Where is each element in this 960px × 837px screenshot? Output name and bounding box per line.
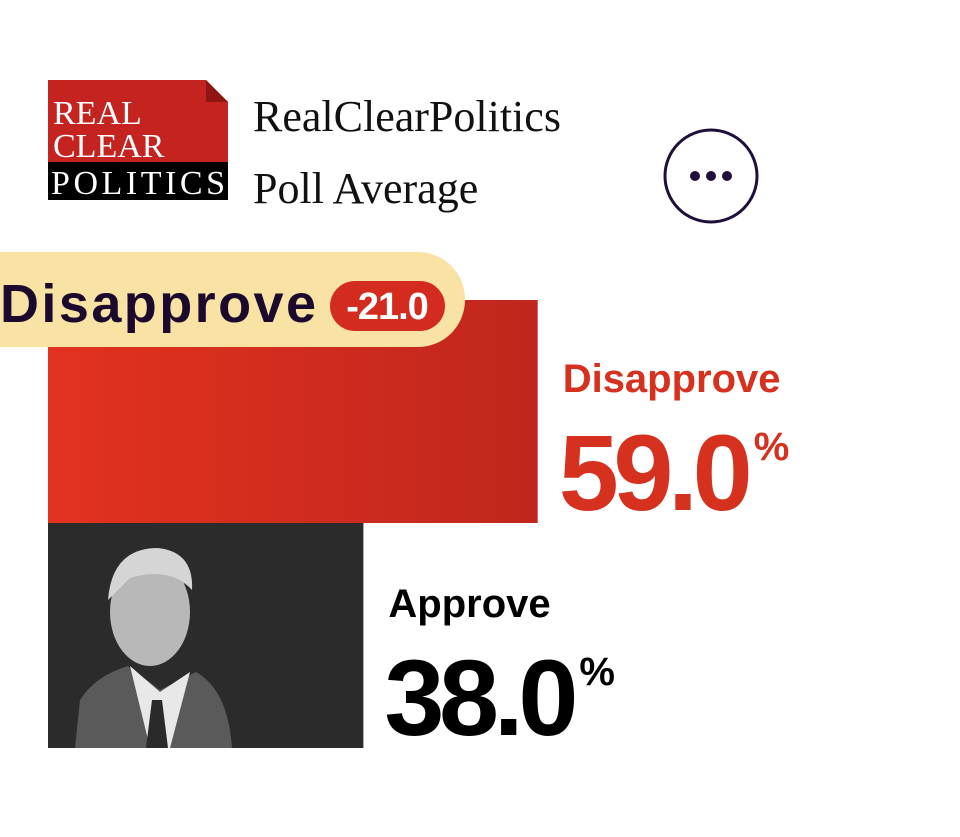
logo: REAL CLEAR POLITICS <box>48 80 228 202</box>
photo <box>75 548 232 748</box>
tie <box>146 700 168 748</box>
logo-line: CLEAR <box>53 128 165 165</box>
title: RealClearPolitics <box>253 92 561 141</box>
margin-pill <box>330 281 445 331</box>
logo-line: REAL <box>53 95 142 132</box>
hair <box>108 548 193 600</box>
dot <box>722 171 732 181</box>
value-label: 59.0 <box>559 412 749 533</box>
verdict-badge: Disapprove -21.0 <box>0 252 465 347</box>
dot <box>706 171 716 181</box>
logo-red <box>48 80 228 162</box>
category-label: Disapprove <box>563 357 781 401</box>
category-label: Approve <box>388 582 550 626</box>
unit-label: % <box>754 425 790 469</box>
value-label: 38.0 <box>384 637 574 758</box>
head <box>110 558 190 666</box>
margin-label: -21.0 <box>346 286 428 328</box>
logo-black <box>48 162 228 200</box>
subtitle: Poll Average <box>253 164 478 213</box>
more-button[interactable] <box>663 128 759 224</box>
unit-label: % <box>579 650 615 694</box>
logo-fold <box>206 80 228 102</box>
dot <box>690 171 700 181</box>
